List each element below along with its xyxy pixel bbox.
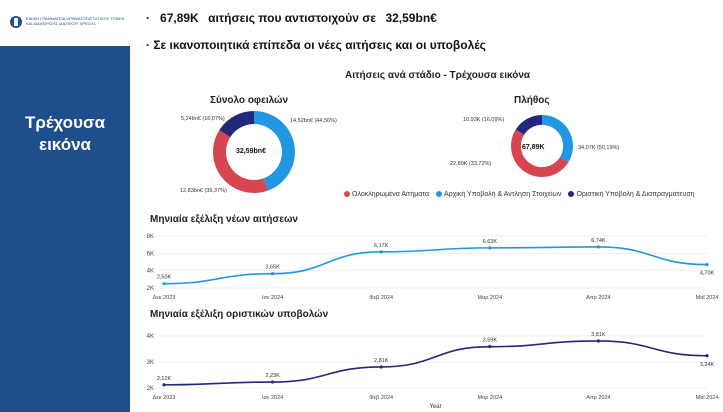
donut-slice[interactable] <box>515 115 542 135</box>
y-tick-label: 3K <box>147 360 154 366</box>
side-panel <box>0 46 130 412</box>
data-point[interactable] <box>705 354 709 358</box>
y-tick-label: 8K <box>147 234 154 240</box>
donut-label: 22,89K (33,72%) <box>450 161 492 167</box>
data-label: 3,59K <box>483 338 498 344</box>
x-tick-label: Ιαν 2024 <box>262 295 283 301</box>
kpi-amount: 32,59bn€ <box>385 11 437 25</box>
donut-label: 34,07K (50,19%) <box>578 145 620 151</box>
data-label: 2,50K <box>157 275 172 281</box>
data-label: 6,63K <box>483 239 498 245</box>
data-point[interactable] <box>488 246 492 250</box>
donut-slice[interactable] <box>219 111 254 138</box>
kpi-count: 67,89K <box>160 11 199 25</box>
section-title: Αιτήσεις ανά στάδιο - Τρέχουσα εικόνα <box>345 70 531 81</box>
donut-center-count: 67,89K <box>522 144 545 151</box>
legend-label: Αρχική Υποβολή & Αντληση Στοιχείων <box>443 191 562 198</box>
y-tick-label: 4K <box>147 269 154 275</box>
donut-center-amount: 32,59bn€ <box>236 148 266 155</box>
x-tick-label: Μαρ 2024 <box>477 295 502 301</box>
x-tick-label: Μαΐ 2024 <box>696 294 719 301</box>
legend-dot <box>435 191 442 197</box>
y-tick-label: 2K <box>147 286 154 292</box>
donut-label: 10,93K (16,09%) <box>463 117 505 123</box>
line-chart-applications: 2K 4K 6K 8K Δεκ 2023 Ιαν 2024 Φεβ 2024 Μαρ 2024… <box>147 234 719 301</box>
data-label: 3,65K <box>265 265 280 271</box>
donut-slice[interactable] <box>542 115 573 163</box>
data-label: 3,24K <box>700 362 715 368</box>
legend-dot <box>344 191 350 197</box>
x-tick-label: Μαρ 2024 <box>477 395 502 401</box>
donut-label: 5,24bn€ (16,07%) <box>181 116 225 122</box>
sidebar: ΕΙΔΙΚΗ ΓΡΑΜΜΑΤΕΙΑ ΧΡΗΜΑΤΟΠΙΣΤΩΤΙΚΟΥ ΤΟΜΕ… <box>0 0 130 412</box>
donut-chart-amount <box>213 111 295 193</box>
legend-label: Ολοκληρωμένα Αιτήματα <box>352 191 430 198</box>
data-point[interactable] <box>162 282 166 286</box>
series-line <box>163 340 708 386</box>
donut-slice[interactable] <box>510 129 569 178</box>
donut-title-amount: Σύνολο οφειλών <box>210 95 289 106</box>
x-tick-label: Φεβ 2024 <box>369 395 393 401</box>
data-point[interactable] <box>488 345 492 349</box>
legend-item: Αρχική Υποβολή & Αντληση Στοιχείων <box>435 191 562 198</box>
data-point[interactable] <box>596 245 600 249</box>
data-label: 2,23K <box>265 373 280 379</box>
data-point[interactable] <box>705 263 709 267</box>
data-point[interactable] <box>271 380 275 384</box>
line-chart-submissions: 2K 3K 4K Δεκ 2023 Ιαν 2024 Φεβ 2024 Μαρ 2024 Απ… <box>147 332 719 410</box>
x-tick-label: Μαΐ 2024 <box>696 394 719 401</box>
line-chart-title-submissions: Μηνιαία εξέλιξη οριστικών υποβολών <box>150 309 329 320</box>
data-point[interactable] <box>379 250 383 254</box>
data-label: 2,12K <box>157 376 172 382</box>
data-point[interactable] <box>596 339 600 343</box>
line-chart-title-applications: Μηνιαία εξέλιξη νέων αιτήσεων <box>150 214 298 225</box>
legend-item: Ολοκληρωμένα Αιτήματα <box>344 191 429 198</box>
donut-slice[interactable] <box>254 111 295 191</box>
x-axis-title: Year <box>429 404 441 410</box>
kpi-bullet: · 67,89K αιτήσεις που αντιστοιχούν σε 32… <box>146 11 437 25</box>
logo-text: ΕΙΔΙΚΗ ΓΡΑΜΜΑΤΕΙΑ ΧΡΗΜΑΤΟΠΙΣΤΩΤΙΚΟΥ ΤΟΜΕ… <box>26 16 125 26</box>
data-label: 2,81K <box>374 358 389 364</box>
legend: Ολοκληρωμένα Αιτήματα Αρχική Υποβολή & Α… <box>344 191 723 201</box>
x-tick-label: Απρ 2024 <box>586 395 610 401</box>
y-tick-label: 2K <box>147 386 154 392</box>
data-point[interactable] <box>271 272 275 276</box>
legend-item: Οριστική Υποβολή & Διαπραγμάτευση <box>568 191 695 198</box>
data-point[interactable] <box>162 383 166 387</box>
donut-label: 12,83bn€ (39,37%) <box>180 188 227 194</box>
x-tick-label: Φεβ 2024 <box>369 295 393 301</box>
bullet-mark: · <box>146 11 150 25</box>
logo: ΕΙΔΙΚΗ ΓΡΑΜΜΑΤΕΙΑ ΧΡΗΜΑΤΟΠΙΣΤΩΤΙΚΟΥ ΤΟΜΕ… <box>0 0 130 44</box>
data-label: 6,17K <box>374 243 389 249</box>
donut-hole <box>226 124 282 180</box>
series-line <box>163 246 708 285</box>
x-tick-label: Δεκ 2023 <box>153 295 176 301</box>
summary-bullet: · Σε ικανοποιητικά επίπεδα οι νέες αιτήσ… <box>146 38 486 52</box>
donut-label: 14,52bn€ (44,56%) <box>290 118 337 124</box>
y-tick-label: 4K <box>147 334 154 340</box>
data-label: 6,74K <box>591 238 606 244</box>
donut-chart-count <box>510 115 573 178</box>
data-label: 3,81K <box>591 332 606 338</box>
legend-dot <box>568 191 575 197</box>
x-tick-label: Ιαν 2024 <box>262 395 283 401</box>
donut-hole <box>520 124 564 168</box>
x-tick-label: Δεκ 2023 <box>153 395 176 401</box>
kpi-text: αιτήσεις που αντιστοιχούν σε <box>208 11 377 25</box>
data-label: 4,70K <box>700 271 715 277</box>
data-point[interactable] <box>379 365 383 369</box>
donut-title-count: Πλήθος <box>514 95 550 106</box>
y-tick-label: 6K <box>147 251 154 257</box>
x-tick-label: Απρ 2024 <box>586 295 610 301</box>
legend-label: Οριστική Υποβολή & Διαπραγμάτευση <box>576 191 695 198</box>
donut-slice[interactable] <box>213 130 268 193</box>
sidebar-title: Τρέχουσα εικόνα <box>24 113 106 154</box>
emblem-icon <box>10 16 22 28</box>
